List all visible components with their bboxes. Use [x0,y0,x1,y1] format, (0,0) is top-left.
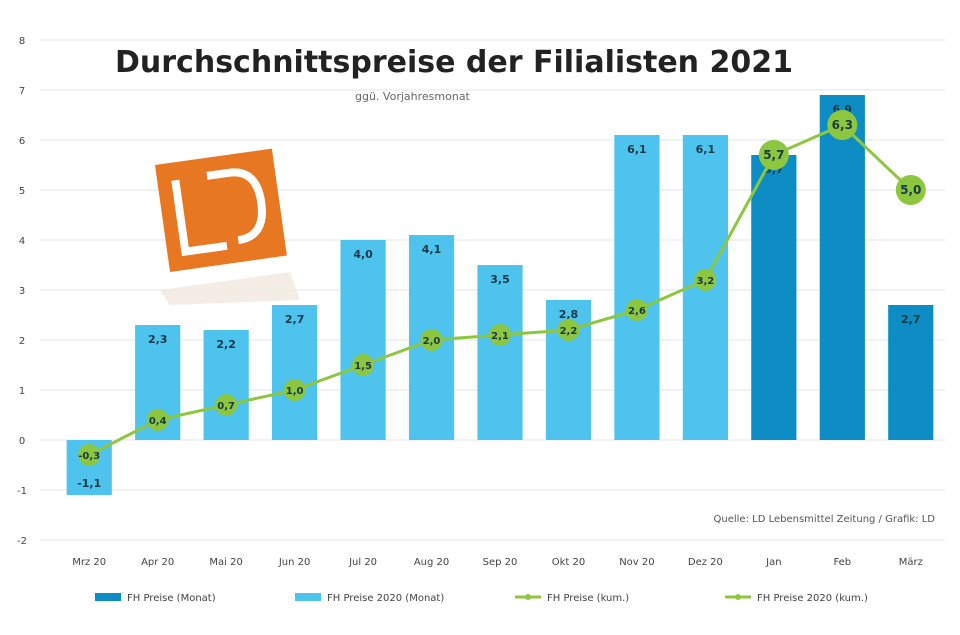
x-tick-label: Sep 20 [483,557,518,568]
line-point [694,269,717,291]
y-tick-label: 7 [19,86,25,97]
legend-swatch [95,593,121,601]
legend-marker [525,594,531,600]
bar-value-label: 4,0 [353,248,373,261]
x-tick-label: Mai 20 [209,557,242,568]
line-value-label: 2,6 [628,306,646,317]
bar [272,305,318,440]
bar-value-label: 6,1 [627,143,647,156]
line-value-label: 2,1 [491,331,509,342]
y-tick-label: 5 [19,186,25,197]
line-value-label: 3,2 [697,276,715,287]
y-tick-label: 3 [19,286,25,297]
bar-value-label: 4,1 [422,243,442,256]
line-value-label: 1,0 [286,386,304,397]
x-tick-label: Mrz 20 [72,557,106,568]
legend-label: FH Preise 2020 (Monat) [327,593,444,604]
bar [614,135,660,440]
bar-value-label: 6,1 [696,143,716,156]
x-tick-label: Jun 20 [278,557,311,568]
y-tick-label: 8 [19,36,25,47]
x-tick-label: Aug 20 [414,557,449,568]
y-tick-label: 2 [19,336,25,347]
line-value-label: 2,2 [560,326,578,337]
legend-label: FH Preise (Monat) [127,593,216,604]
x-tick-label: Jan [765,557,781,568]
line-point [489,324,511,346]
cumulative-line: -0,3 0,4 0,7 1,0 1,5 2,0 2,1 2,2 2,6 3,2 5,7 6,3 5,0 [78,110,926,466]
line-point [283,379,306,401]
legend-label: FH Preise 2020 (kum.) [757,593,868,604]
y-axis-ticks: -2 -1 0 1 2 3 4 5 6 7 8 [17,36,27,547]
bar [888,305,934,440]
logo-shadow [160,272,300,305]
bar [477,265,523,440]
x-axis-ticks: Mrz 20 Apr 20 Mai 20 Jun 20 Jul 20 Aug 20 Sep … [72,557,923,568]
logo-mark [171,168,266,257]
bar [203,330,249,440]
line-point [215,394,238,416]
line-point [146,409,169,431]
y-tick-label: -1 [17,486,27,497]
logo [155,148,287,272]
line-value-label: 2,0 [423,336,441,347]
x-tick-label: Feb [833,557,851,568]
bar-value-label: 2,7 [285,313,305,326]
line-point [557,319,580,341]
logo-background [155,148,287,272]
y-tick-label: 4 [19,236,25,247]
line-point [827,110,858,140]
y-tick-label: 6 [19,136,25,147]
x-tick-label: Jul 20 [348,557,377,568]
bars: 5,76,92,7-1,12,32,22,74,04,13,52,86,16,1 [66,95,934,495]
line-point [352,354,375,376]
y-tick-label: 0 [19,436,25,447]
line-value-label: 6,3 [832,118,853,132]
line-point [420,329,443,351]
bar-value-label: -1,1 [77,477,101,490]
bar-value-label: 2,7 [901,313,921,326]
y-tick-label: -2 [17,536,27,547]
bar-value-label: 3,5 [490,273,510,286]
bar [340,240,386,440]
y-tick-label: 1 [19,386,25,397]
x-tick-label: März [899,557,923,568]
line-point [758,140,789,170]
source-note: Quelle: LD Lebensmittel Zeitung / Grafik… [714,514,936,525]
line-value-label: 0,4 [149,416,167,427]
x-tick-label: Nov 20 [619,557,654,568]
legend-marker [735,594,741,600]
bar [819,95,865,440]
line-point [78,444,101,466]
bar-value-label: 2,3 [148,333,168,346]
line-point [625,299,648,321]
x-tick-label: Okt 20 [552,557,586,568]
line-value-label: 5,0 [900,183,921,197]
legend-swatch [295,593,321,601]
bar [751,155,797,440]
line-value-label: 5,7 [763,148,784,162]
chart-title: Durchschnittspreise der Filialisten 2021 [115,45,793,80]
legend: FH Preise (Monat) FH Preise 2020 (Monat) F… [95,593,868,604]
legend-label: FH Preise (kum.) [547,593,629,604]
chart-subtitle: ggü. Vorjahresmonat [355,90,471,103]
x-tick-label: Dez 20 [688,557,723,568]
line-value-label: 0,7 [217,401,235,412]
bar-value-label: 2,2 [216,338,236,351]
line-point [895,175,926,205]
bar-value-label: 2,8 [559,308,579,321]
line-value-label: 1,5 [354,361,372,372]
x-tick-label: Apr 20 [141,557,174,568]
line-value-label: -0,3 [78,451,100,462]
